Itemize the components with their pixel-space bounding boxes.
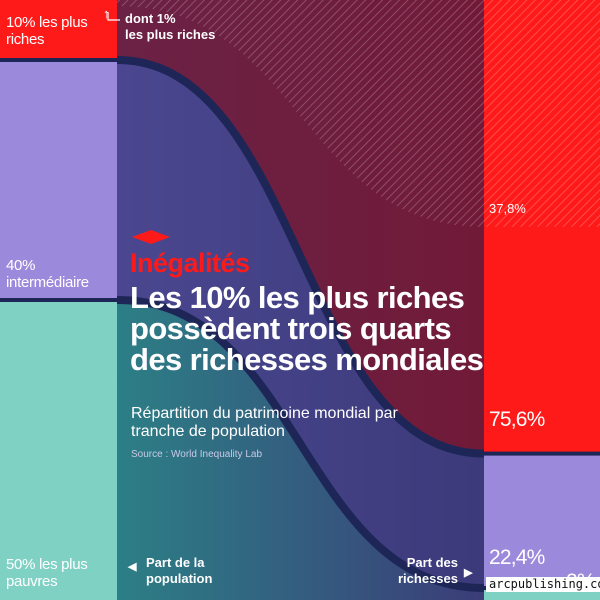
node-left-poor [0,300,117,600]
kicker-label: Inégalités [130,248,250,278]
right-arrow-icon: ▶ [464,567,473,579]
left-arrow-icon: ◀ [128,561,137,573]
node-right-top1-hatch [484,0,600,227]
node-left-rich-label: 10% les plus riches [6,14,88,48]
flow-separator [116,296,485,592]
top1-value-label: 37,8% [489,201,526,216]
flow-separator [116,56,485,458]
node-right-middle [484,453,600,588]
headline: Les 10% les plus riches possèdent trois … [130,280,484,377]
subtitle: Répartition du patrimoine mondial par tr… [131,405,398,440]
node-left-poor-label: 50% les plus pauvres [6,556,88,590]
node-right-rich-value: 75,6% [489,408,545,431]
source-note: Source : World Inequality Lab [131,449,263,460]
node-right-middle-value: 22,4% [489,546,545,569]
top1-arrow-icon: ↑ [103,6,110,21]
node-left-rich [0,0,117,60]
node-gap [0,58,117,62]
top1-leader-line [107,12,120,21]
node-gap [0,298,117,302]
top1-label: dont 1% les plus riches [125,11,216,42]
axis-right-label: Part des richesses [398,555,458,586]
node-gap [484,451,600,456]
node-left-middle [0,60,117,300]
flow-middle [117,60,484,588]
axis-left-label: Part de la population [146,555,213,586]
credit-label: arcpublishing.com [486,577,600,592]
node-left-middle-label: 40% intermédiaire [6,257,89,291]
diamond-icon [132,230,170,244]
sankey-flows [116,0,485,600]
flow-top1-hatch [117,0,484,227]
